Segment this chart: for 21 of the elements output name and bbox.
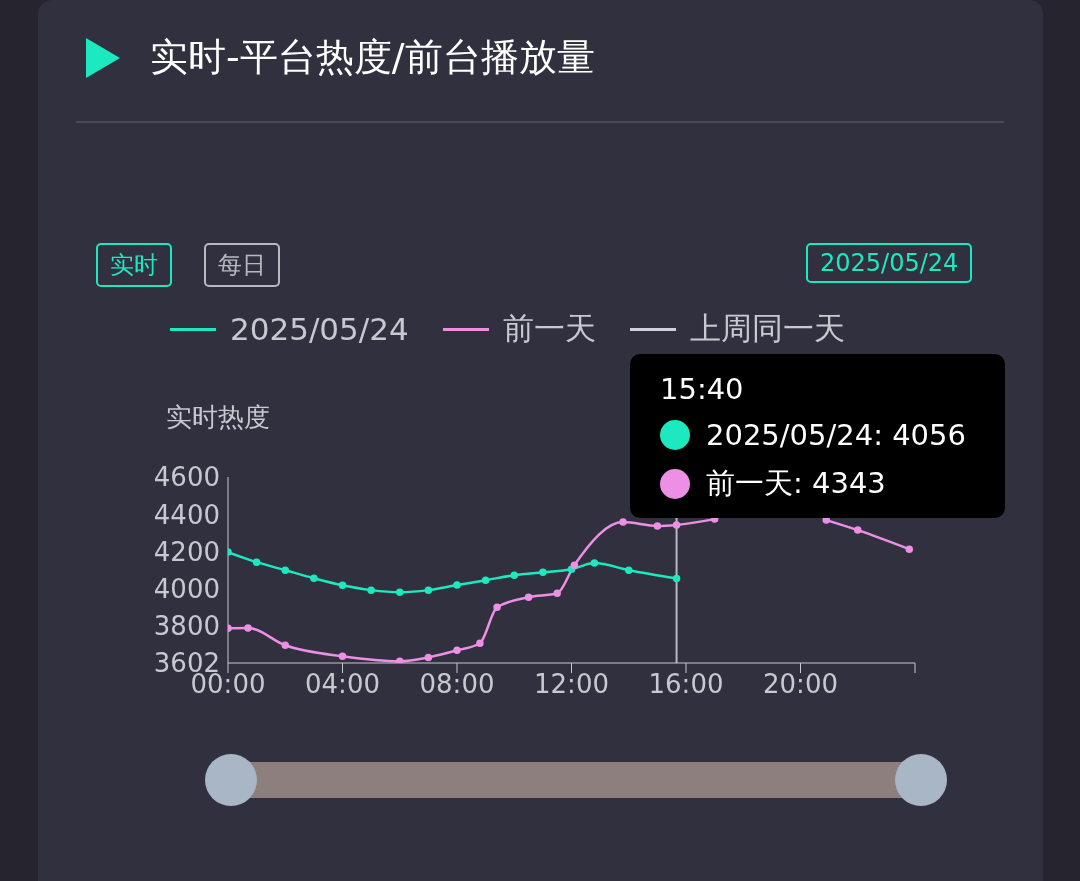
y-tick-label: 4200 <box>153 536 220 567</box>
text: 实时 <box>96 243 172 287</box>
y-tick-label: 4600 <box>153 462 220 493</box>
y-tick-label: 3800 <box>153 611 220 642</box>
x-tick-label: 16:00 <box>648 669 724 700</box>
x-tick-label: 04:00 <box>305 669 380 700</box>
legend-label: 上周同一天 <box>689 309 845 348</box>
annotation: 前一天: 4343 <box>706 465 886 502</box>
x-tick-label: 12:00 <box>534 669 609 700</box>
text: 15:40 <box>660 372 744 406</box>
text: 每日 <box>204 243 280 287</box>
text: 2025/05/24: 4056 <box>706 418 966 452</box>
x-tick-label: 08:00 <box>419 669 495 700</box>
y-tick-label: 4400 <box>153 499 220 530</box>
y-tick-label: 4000 <box>153 574 220 605</box>
y-axis-title: 实时热度 <box>166 401 270 434</box>
legend-label: 2025/05/24 <box>230 311 409 347</box>
chart-title: 实时-平台热度/前台播放量 <box>150 34 595 81</box>
x-tick-label: 20:00 <box>763 669 838 700</box>
legend-label: 前一天 <box>502 309 596 348</box>
text: 2025/05/24 <box>806 243 973 283</box>
